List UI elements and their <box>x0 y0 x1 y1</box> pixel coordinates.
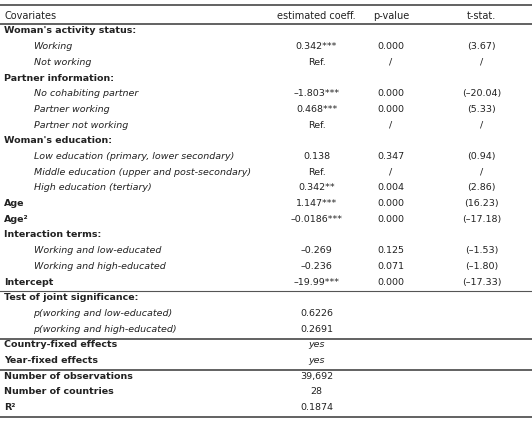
Text: 0.000: 0.000 <box>378 105 404 114</box>
Text: Ref.: Ref. <box>307 58 326 67</box>
Text: /: / <box>480 168 483 177</box>
Text: Number of countries: Number of countries <box>4 387 114 396</box>
Text: High education (tertiary): High education (tertiary) <box>34 184 151 192</box>
Text: 0.342***: 0.342*** <box>296 42 337 51</box>
Text: Ref.: Ref. <box>307 121 326 129</box>
Text: /: / <box>389 121 393 129</box>
Text: Country-fixed effects: Country-fixed effects <box>4 341 118 349</box>
Text: yes: yes <box>308 356 325 365</box>
Text: /: / <box>389 168 393 177</box>
Text: Number of observations: Number of observations <box>4 372 133 381</box>
Text: Middle education (upper and post-secondary): Middle education (upper and post-seconda… <box>34 168 251 177</box>
Text: Age: Age <box>4 199 25 208</box>
Text: /: / <box>480 121 483 129</box>
Text: (–17.18): (–17.18) <box>462 215 501 224</box>
Text: /: / <box>389 58 393 67</box>
Text: –19.99***: –19.99*** <box>294 278 339 286</box>
Text: –1.803***: –1.803*** <box>294 89 339 98</box>
Text: (16.23): (16.23) <box>464 199 499 208</box>
Text: Year-fixed effects: Year-fixed effects <box>4 356 98 365</box>
Text: Covariates: Covariates <box>4 11 56 22</box>
Text: (–17.33): (–17.33) <box>462 278 501 286</box>
Text: No cohabiting partner: No cohabiting partner <box>34 89 138 98</box>
Text: (2.86): (2.86) <box>467 184 496 192</box>
Text: estimated coeff.: estimated coeff. <box>277 11 356 22</box>
Text: 0.000: 0.000 <box>378 199 404 208</box>
Text: (0.94): (0.94) <box>467 152 496 161</box>
Text: Working and high-educated: Working and high-educated <box>34 262 165 271</box>
Text: Partner information:: Partner information: <box>4 74 114 83</box>
Text: 28: 28 <box>311 387 322 396</box>
Text: (3.67): (3.67) <box>467 42 496 51</box>
Text: 0.1874: 0.1874 <box>300 403 333 412</box>
Text: 0.347: 0.347 <box>378 152 404 161</box>
Text: Woman's activity status:: Woman's activity status: <box>4 27 136 35</box>
Text: R²: R² <box>4 403 15 412</box>
Text: Partner not working: Partner not working <box>34 121 128 129</box>
Text: Test of joint significance:: Test of joint significance: <box>4 293 139 302</box>
Text: 1.147***: 1.147*** <box>296 199 337 208</box>
Text: Working and low-educated: Working and low-educated <box>34 246 161 255</box>
Text: p-value: p-value <box>373 11 409 22</box>
Text: 0.2691: 0.2691 <box>300 325 333 334</box>
Text: 0.000: 0.000 <box>378 215 404 224</box>
Text: (–20.04): (–20.04) <box>462 89 501 98</box>
Text: 0.000: 0.000 <box>378 42 404 51</box>
Text: (–1.80): (–1.80) <box>465 262 498 271</box>
Text: 0.468***: 0.468*** <box>296 105 337 114</box>
Text: yes: yes <box>308 341 325 349</box>
Text: 0.004: 0.004 <box>378 184 404 192</box>
Text: Interaction terms:: Interaction terms: <box>4 230 102 240</box>
Text: 0.342**: 0.342** <box>298 184 335 192</box>
Text: Partner working: Partner working <box>34 105 109 114</box>
Text: t-stat.: t-stat. <box>467 11 496 22</box>
Text: –0.269: –0.269 <box>301 246 332 255</box>
Text: 0.000: 0.000 <box>378 278 404 286</box>
Text: Intercept: Intercept <box>4 278 54 286</box>
Text: 0.6226: 0.6226 <box>300 309 333 318</box>
Text: Not working: Not working <box>34 58 91 67</box>
Text: p(working and high-educated): p(working and high-educated) <box>34 325 177 334</box>
Text: p(working and low-educated): p(working and low-educated) <box>34 309 173 318</box>
Text: Low education (primary, lower secondary): Low education (primary, lower secondary) <box>34 152 234 161</box>
Text: Woman's education:: Woman's education: <box>4 136 112 145</box>
Text: –0.236: –0.236 <box>301 262 332 271</box>
Text: 0.000: 0.000 <box>378 89 404 98</box>
Text: 0.071: 0.071 <box>378 262 404 271</box>
Text: (–1.53): (–1.53) <box>465 246 498 255</box>
Text: Ref.: Ref. <box>307 168 326 177</box>
Text: Age²: Age² <box>4 215 29 224</box>
Text: (5.33): (5.33) <box>467 105 496 114</box>
Text: 0.138: 0.138 <box>303 152 330 161</box>
Text: Working: Working <box>34 42 73 51</box>
Text: 0.125: 0.125 <box>378 246 404 255</box>
Text: 39,692: 39,692 <box>300 372 333 381</box>
Text: –0.0186***: –0.0186*** <box>290 215 343 224</box>
Text: /: / <box>480 58 483 67</box>
